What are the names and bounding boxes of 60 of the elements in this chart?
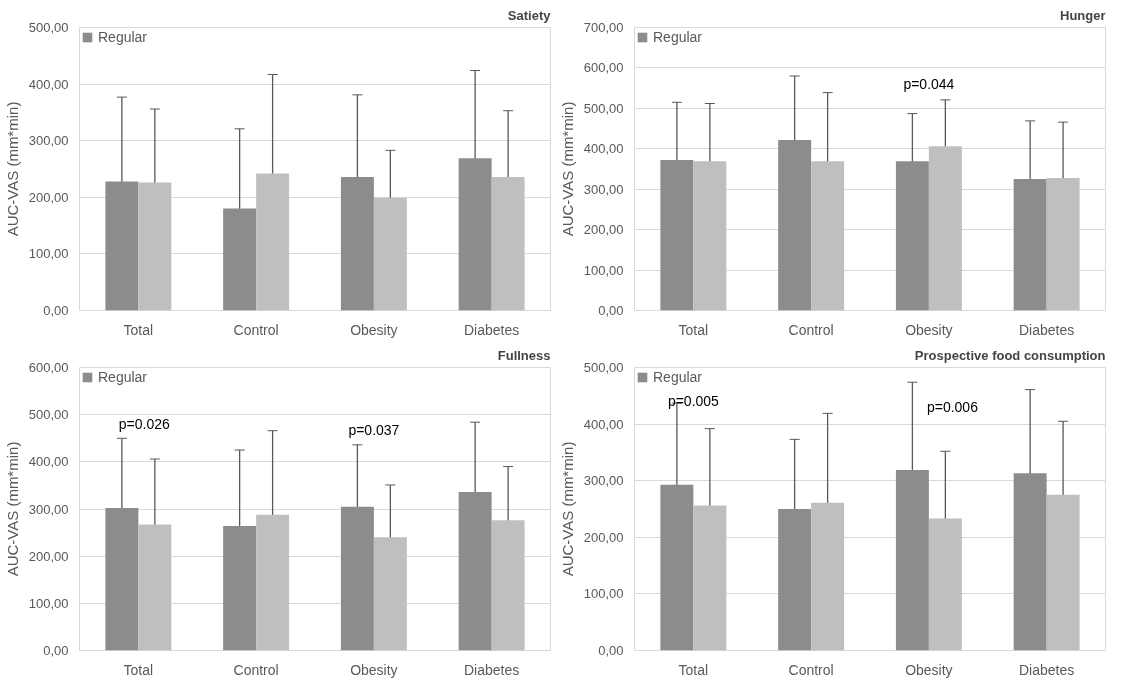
x-tick-label: Total xyxy=(123,661,154,678)
y-tick-label: 100,00 xyxy=(28,595,69,611)
y-tick-label: 100,00 xyxy=(583,262,624,278)
y-tick-label: 400,00 xyxy=(583,416,624,432)
x-tick-label: Obesity xyxy=(350,321,398,338)
y-tick-label: 0,00 xyxy=(43,643,69,658)
y-tick-label: 200,00 xyxy=(583,222,624,238)
annotation: p=0.037 xyxy=(348,421,400,438)
x-tick-label: Control xyxy=(233,321,279,338)
y-axis-title: AUC-VAS (mm*min) xyxy=(3,101,21,237)
chart-title: Prospective food consumption xyxy=(914,347,1106,363)
x-tick-label: Control xyxy=(233,661,279,678)
y-axis-title: AUC-VAS (mm*min) xyxy=(558,101,576,237)
y-tick-label: 600,00 xyxy=(583,60,624,76)
y-axis-title: AUC-VAS (mm*min) xyxy=(3,441,21,577)
x-tick-label: Obesity xyxy=(905,661,953,678)
legend-label: Regular xyxy=(98,29,148,45)
x-tick-label: Total xyxy=(123,321,154,338)
y-tick-label: 0,00 xyxy=(598,643,624,658)
y-tick-label: 500,00 xyxy=(583,100,624,116)
x-tick-label: Control xyxy=(788,321,834,338)
x-tick-label: Diabetes xyxy=(464,661,520,678)
y-tick-label: 100,00 xyxy=(583,586,624,602)
y-tick-label: 200,00 xyxy=(28,189,69,205)
annotation: p=0.005 xyxy=(667,393,720,410)
x-tick-label: Total xyxy=(678,661,709,678)
x-tick-label: Diabetes xyxy=(1019,661,1075,678)
x-tick-label: Diabetes xyxy=(464,321,520,338)
y-tick-label: 300,00 xyxy=(583,473,624,489)
chart-title: Fullness xyxy=(497,347,551,363)
y-tick-label: 400,00 xyxy=(28,454,69,470)
chart-title: Satiety xyxy=(507,7,552,23)
y-axis-title: AUC-VAS (mm*min) xyxy=(558,441,576,577)
y-tick-label: 700,00 xyxy=(583,20,624,35)
x-tick-label: Diabetes xyxy=(1019,321,1075,338)
y-tick-label: 100,00 xyxy=(28,246,69,262)
y-tick-label: 500,00 xyxy=(583,360,624,375)
y-tick-label: 300,00 xyxy=(28,133,69,149)
y-tick-label: 0,00 xyxy=(43,303,69,318)
y-tick-label: 200,00 xyxy=(28,548,69,564)
y-tick-label: 400,00 xyxy=(28,76,69,92)
chart-title: Hunger xyxy=(1060,7,1106,23)
y-tick-label: 300,00 xyxy=(583,181,624,197)
y-tick-label: 500,00 xyxy=(28,407,69,423)
y-tick-label: 500,00 xyxy=(28,20,69,35)
y-tick-label: 0,00 xyxy=(598,303,624,318)
annotation: p=0.026 xyxy=(118,416,170,433)
y-tick-label: 600,00 xyxy=(28,360,69,375)
legend-label: Regular xyxy=(653,29,703,45)
legend-label: Regular xyxy=(653,369,703,385)
legend-label: Regular xyxy=(98,369,148,385)
x-tick-label: Obesity xyxy=(350,661,398,678)
x-tick-label: Obesity xyxy=(905,321,953,338)
x-tick-label: Control xyxy=(788,661,834,678)
y-tick-label: 200,00 xyxy=(583,529,624,545)
y-tick-label: 400,00 xyxy=(583,141,624,157)
y-tick-label: 300,00 xyxy=(28,501,69,517)
x-tick-label: Total xyxy=(678,321,709,338)
annotation: p=0.006 xyxy=(926,399,979,416)
annotation: p=0.044 xyxy=(903,76,955,93)
